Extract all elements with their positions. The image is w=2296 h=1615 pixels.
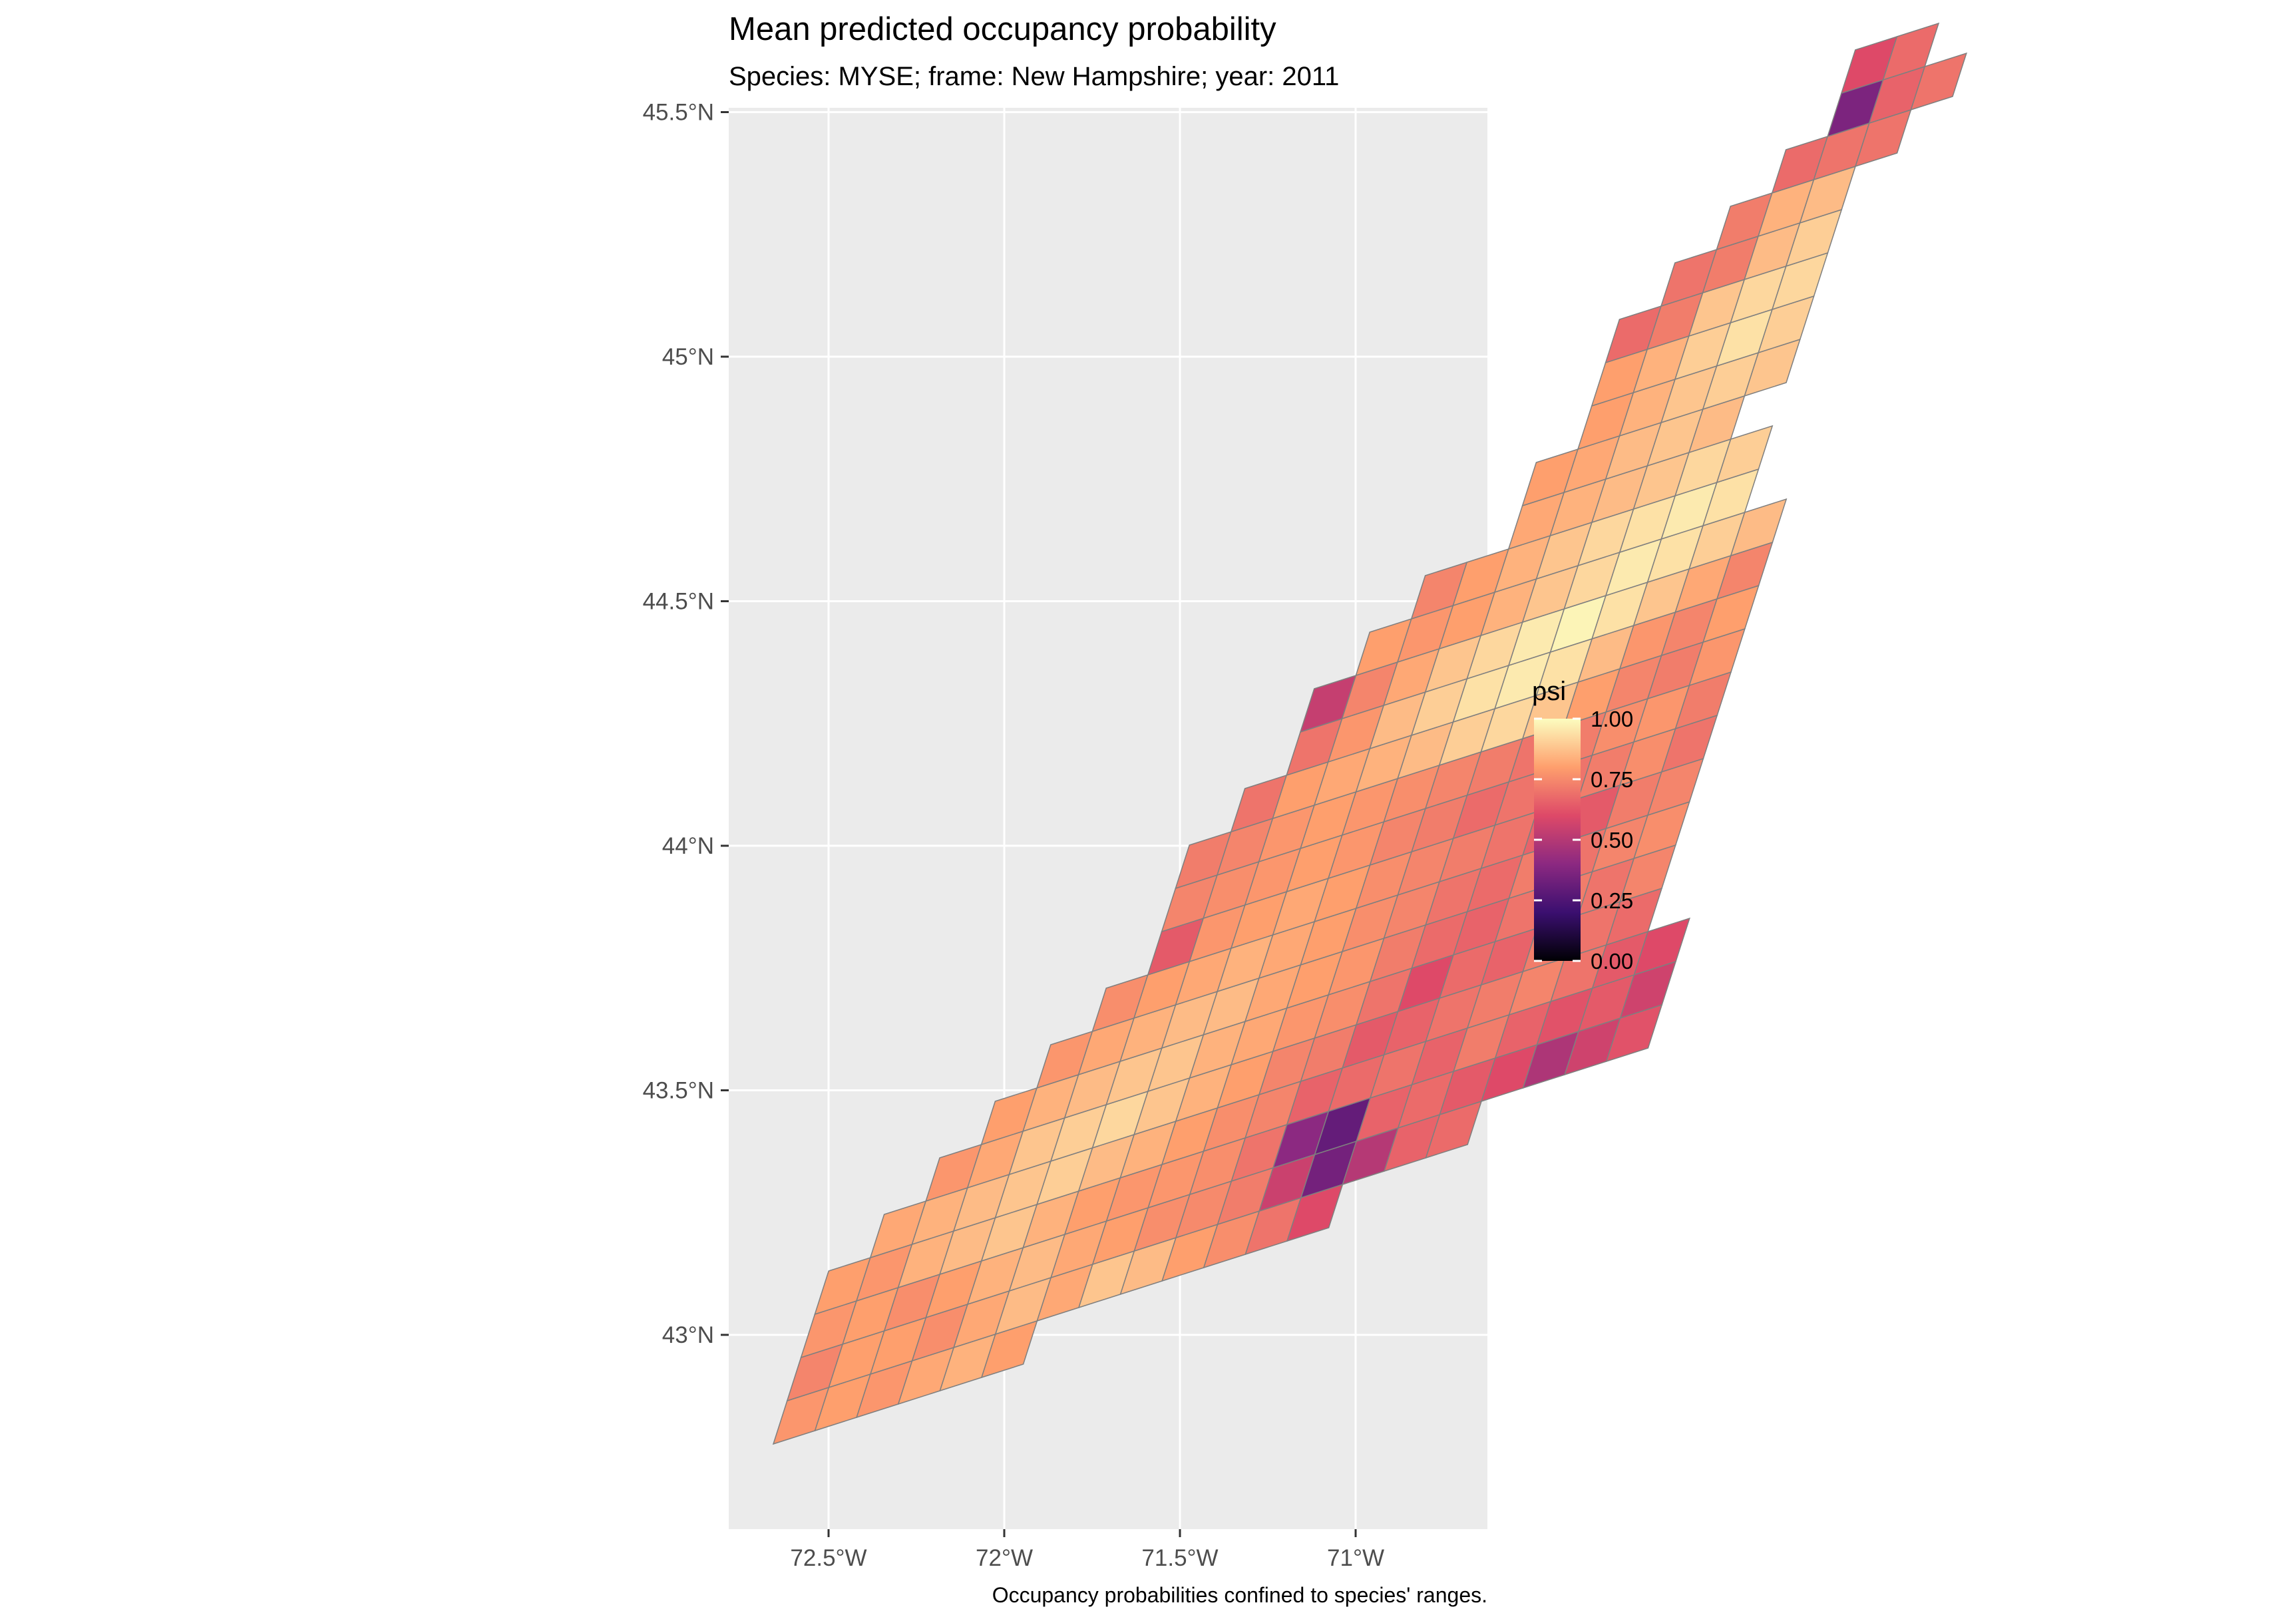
y-tick-label: 43°N xyxy=(662,1322,714,1348)
occupancy-cell xyxy=(1730,498,1788,557)
legend-label: 0.00 xyxy=(1591,949,1633,974)
chart-subtitle: Species: MYSE; frame: New Hampshire; yea… xyxy=(729,62,1339,91)
plot-caption: Occupancy probabilities confined to spec… xyxy=(992,1583,1487,1607)
occupancy-cell xyxy=(1910,52,1967,111)
y-tick-label: 45°N xyxy=(662,344,714,370)
y-tick-label: 43.5°N xyxy=(643,1078,714,1104)
y-tick-label: 44.5°N xyxy=(643,589,714,615)
occupancy-cell xyxy=(1882,22,1940,81)
occupancy-cell xyxy=(1633,917,1690,976)
x-tick-label: 72°W xyxy=(976,1545,1033,1571)
chart-title: Mean predicted occupancy probability xyxy=(729,11,1276,47)
legend-label: 0.75 xyxy=(1591,767,1633,792)
panel-gridlines xyxy=(729,108,1487,1529)
x-axis-ticks: 72.5°W 72°W 71.5°W 71°W xyxy=(790,1529,1384,1571)
y-tick-label: 44°N xyxy=(662,833,714,859)
occupancy-cells xyxy=(772,22,1967,1445)
y-axis-ticks: 43°N 43.5°N 44°N 44.5°N 45°N 45.5°N xyxy=(643,100,729,1348)
x-tick-label: 72.5°W xyxy=(790,1545,866,1571)
legend-label: 1.00 xyxy=(1591,707,1633,731)
legend-label: 0.50 xyxy=(1591,828,1633,852)
occupancy-cell xyxy=(1716,425,1774,484)
psi-legend: psi 1.00 0.75 0.50 0.25 0.00 xyxy=(1532,677,1633,974)
x-tick-label: 71.5°W xyxy=(1141,1545,1218,1571)
legend-label: 0.25 xyxy=(1591,888,1633,913)
x-tick-label: 71°W xyxy=(1327,1545,1384,1571)
legend-title: psi xyxy=(1532,677,1566,706)
legend-ticks: 1.00 0.75 0.50 0.25 0.00 xyxy=(1534,707,1633,974)
y-tick-label: 45.5°N xyxy=(643,100,714,126)
